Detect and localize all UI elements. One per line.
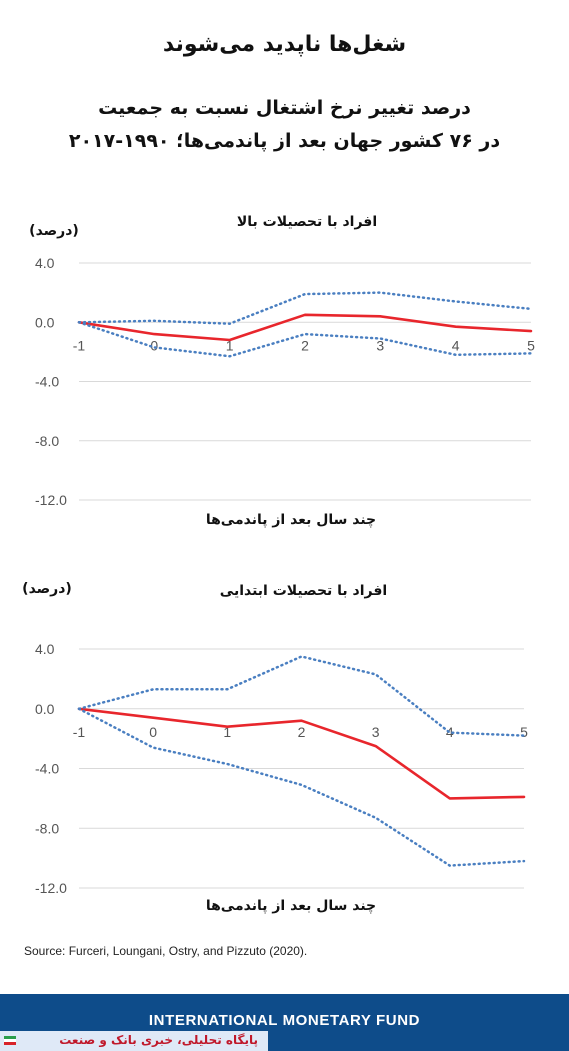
y-tick-label: -8.0 (35, 820, 59, 836)
source-note: Source: Furceri, Loungani, Ostry, and Pi… (24, 944, 308, 958)
chart-high-education: 4.0 0.0 -4.0 -8.0 -12.0 -1 0 1 2 3 4 5 افراد با تحصی… (29, 214, 535, 528)
chart-title: افراد با تحصیلات ابتدایی (220, 583, 387, 599)
y-axis-label: (درصد) (29, 223, 79, 239)
x-tick-label: 2 (301, 337, 309, 353)
y-axis-label: (درصد) (22, 581, 72, 597)
imf-footer-label: INTERNATIONAL MONETARY FUND (148, 1012, 421, 1029)
x-tick-label: 5 (527, 337, 535, 353)
chart-basic-education: 4.0 0.0 -4.0 -8.0 -12.0 -1 0 1 2 3 4 5 افراد با تحصی… (22, 581, 528, 914)
x-tick-label: 0 (150, 337, 158, 353)
y-tick-label: -8.0 (35, 433, 59, 449)
watermark-banner: پایگاه تحلیلی، خبری بانک و صنعت (0, 1031, 268, 1051)
subtitle-line-2: در ۷۶ کشور جهان بعد از پاندمی‌ها؛ ۱۹۹۰-۲… (68, 130, 501, 152)
watermark-text: پایگاه تحلیلی، خبری بانک و صنعت (59, 1033, 258, 1047)
lower-confidence-line (77, 707, 526, 867)
upper-confidence-line (77, 291, 533, 325)
y-tick-label: -4.0 (35, 761, 59, 777)
upper-confidence-line (77, 655, 526, 737)
x-tick-label: 4 (446, 724, 454, 740)
y-tick-label: -12.0 (35, 880, 67, 896)
y-tick-label: -12.0 (35, 492, 67, 508)
x-tick-label: 3 (376, 337, 384, 353)
x-tick-label: 1 (226, 337, 234, 353)
x-axis-label: چند سال بعد از پاندمی‌ها (206, 898, 376, 914)
flag-icon (4, 1036, 16, 1045)
lower-confidence-line (77, 321, 533, 358)
estimate-line (77, 313, 533, 342)
y-tick-label: 4.0 (35, 641, 55, 657)
x-tick-label: -1 (73, 724, 86, 740)
x-tick-label: -1 (73, 337, 86, 353)
x-tick-label: 5 (520, 724, 528, 740)
x-axis-label: چند سال بعد از پاندمی‌ها (206, 512, 376, 528)
x-tick-label: 4 (452, 337, 460, 353)
estimate-line (77, 707, 526, 800)
x-tick-label: 0 (149, 724, 157, 740)
chart-subtitle: درصد تغییر نرخ اشتغال نسبت به جمعیت در ۷… (40, 92, 529, 158)
x-tick-label: 3 (372, 724, 380, 740)
y-tick-label: -4.0 (35, 374, 59, 390)
chart-title: افراد با تحصیلات بالا (237, 214, 377, 230)
y-tick-label: 4.0 (35, 255, 55, 271)
page-title: شغل‌ها ناپدید می‌شوند (162, 32, 407, 57)
y-tick-label: 0.0 (35, 701, 55, 717)
subtitle-line-1: درصد تغییر نرخ اشتغال نسبت به جمعیت (98, 97, 471, 119)
x-tick-label: 2 (298, 724, 306, 740)
x-tick-label: 1 (223, 724, 231, 740)
y-tick-label: 0.0 (35, 314, 55, 330)
